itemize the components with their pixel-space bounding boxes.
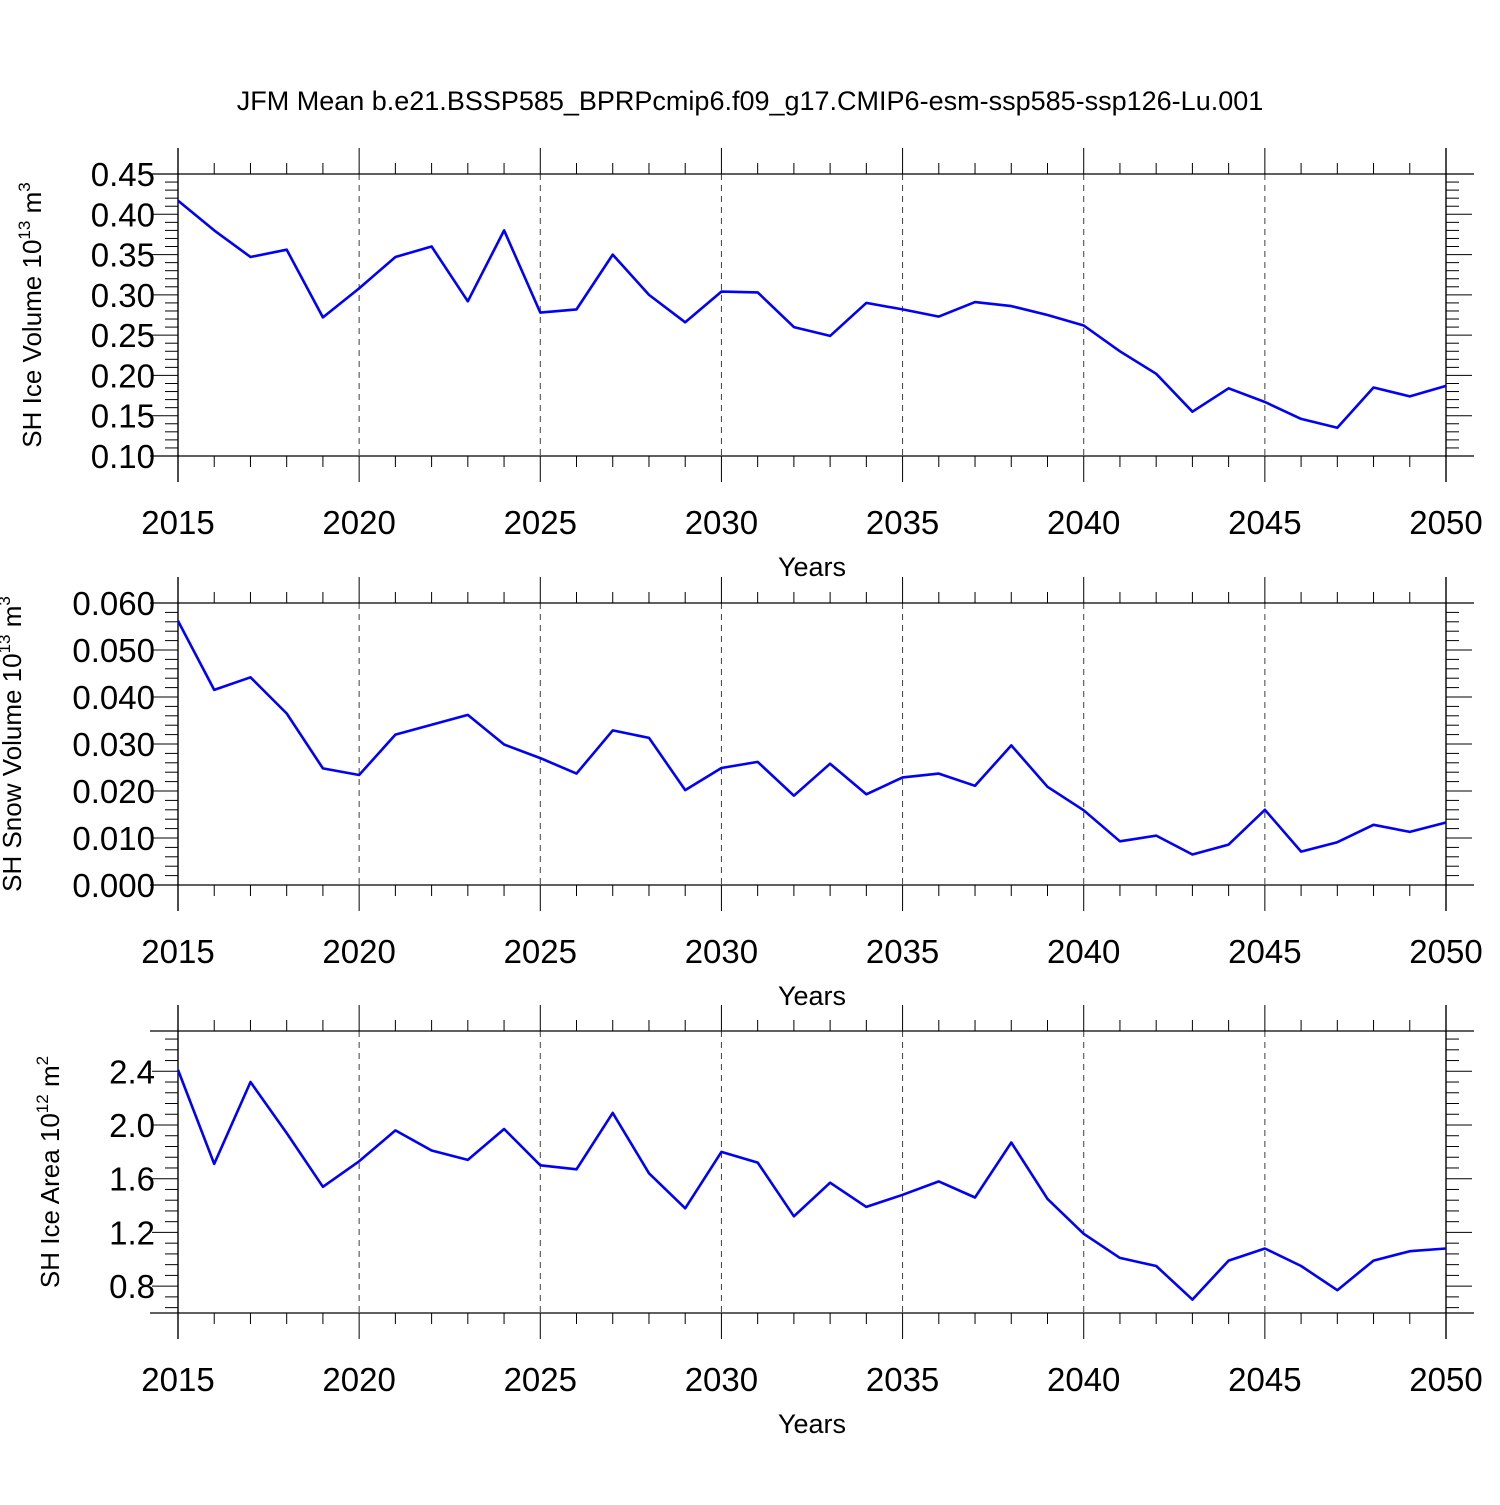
y-axis-label-superscript: 13 xyxy=(15,221,34,240)
series-line-1 xyxy=(177,199,1447,430)
y-axis-label-part: m xyxy=(35,1065,65,1094)
y-tick-label: 0.060 xyxy=(72,585,155,622)
x-tick-label: 2045 xyxy=(1228,933,1301,970)
x-tick-label: 2035 xyxy=(866,504,939,541)
x-tick-label: 2015 xyxy=(141,1361,214,1398)
x-tick-label: 2050 xyxy=(1409,504,1482,541)
x-axis-label: Years xyxy=(778,552,846,582)
y-axis-label-part: SH Ice Area 10 xyxy=(35,1113,65,1288)
y-tick-label: 0.050 xyxy=(72,632,155,669)
y-tick-label: 0.45 xyxy=(91,156,155,193)
panel-3: 2015 2020 2025 2030 2035 2040 2045 2050 Years 0.8… xyxy=(33,1005,1483,1439)
x-tick-label: 2030 xyxy=(685,1361,758,1398)
series-line-2 xyxy=(176,620,1447,856)
y-tick-label: 1.6 xyxy=(109,1161,155,1198)
y-axis-label-part: SH Ice Volume 10 xyxy=(17,240,47,448)
y-axis-label: SH Snow Volume 1013 m3 xyxy=(0,596,27,892)
y-tick-label: 1.2 xyxy=(109,1214,155,1251)
y-axis-label: SH Ice Area 1012 m2 xyxy=(33,1056,65,1288)
x-tick-label: 2025 xyxy=(504,933,577,970)
x-tick-label: 2040 xyxy=(1047,933,1120,970)
y-axis-label-superscript: 2 xyxy=(33,1056,52,1065)
x-tick-label: 2035 xyxy=(866,933,939,970)
x-tick-label: 2035 xyxy=(866,1361,939,1398)
y-tick-label: 0.35 xyxy=(91,237,155,274)
x-tick-label: 2045 xyxy=(1228,1361,1301,1398)
x-tick-label: 2025 xyxy=(504,1361,577,1398)
y-tick-label: 0.15 xyxy=(91,398,155,435)
y-axis-label-superscript: 13 xyxy=(0,634,14,653)
x-axis-label: Years xyxy=(778,981,846,1011)
x-tick-label: 2020 xyxy=(322,933,395,970)
y-axis-label-superscript: 3 xyxy=(15,182,34,191)
y-tick-label: 0.8 xyxy=(109,1268,155,1305)
y-tick-label: 0.20 xyxy=(91,357,155,394)
y-tick-label: 2.4 xyxy=(109,1053,155,1090)
y-tick-label: 0.25 xyxy=(91,317,155,354)
y-axis-label-part: m xyxy=(17,192,47,221)
panel-2: 2015 2020 2025 2030 2035 2040 2045 2050 Years 0.0… xyxy=(0,577,1483,1011)
y-tick-label: 0.020 xyxy=(72,773,155,810)
x-axis-label: Years xyxy=(778,1409,846,1439)
x-tick-label: 2015 xyxy=(141,504,214,541)
panel-1: 2015 2020 2025 2030 2035 2040 2045 2050 Years 0.1… xyxy=(15,148,1483,582)
x-tick-label: 2050 xyxy=(1409,1361,1482,1398)
x-tick-label: 2030 xyxy=(685,504,758,541)
y-axis-label-superscript: 3 xyxy=(0,596,14,605)
y-tick-label: 2.0 xyxy=(109,1107,155,1144)
x-tick-label: 2015 xyxy=(141,933,214,970)
y-tick-label: 0.30 xyxy=(91,277,155,314)
y-tick-label: 0.000 xyxy=(72,867,155,904)
y-tick-label: 0.40 xyxy=(91,196,155,233)
x-tick-label: 2030 xyxy=(685,933,758,970)
x-tick-label: 2045 xyxy=(1228,504,1301,541)
x-tick-label: 2020 xyxy=(322,504,395,541)
series-line-3 xyxy=(176,1069,1447,1301)
y-tick-label: 0.030 xyxy=(72,726,155,763)
y-axis-label-part: SH Snow Volume 10 xyxy=(0,653,27,891)
y-axis-label: SH Ice Volume 1013 m3 xyxy=(15,182,47,447)
x-tick-label: 2020 xyxy=(322,1361,395,1398)
x-tick-label: 2025 xyxy=(504,504,577,541)
figure-title: JFM Mean b.e21.BSSP585_BPRPcmip6.f09_g17… xyxy=(236,86,1264,116)
x-tick-label: 2050 xyxy=(1409,933,1482,970)
y-axis-label-superscript: 12 xyxy=(33,1094,52,1113)
y-tick-label: 0.040 xyxy=(72,679,155,716)
y-tick-label: 0.010 xyxy=(72,820,155,857)
x-tick-label: 2040 xyxy=(1047,1361,1120,1398)
y-tick-label: 0.10 xyxy=(91,438,155,475)
x-tick-label: 2040 xyxy=(1047,504,1120,541)
y-axis-label-part: m xyxy=(0,606,27,635)
